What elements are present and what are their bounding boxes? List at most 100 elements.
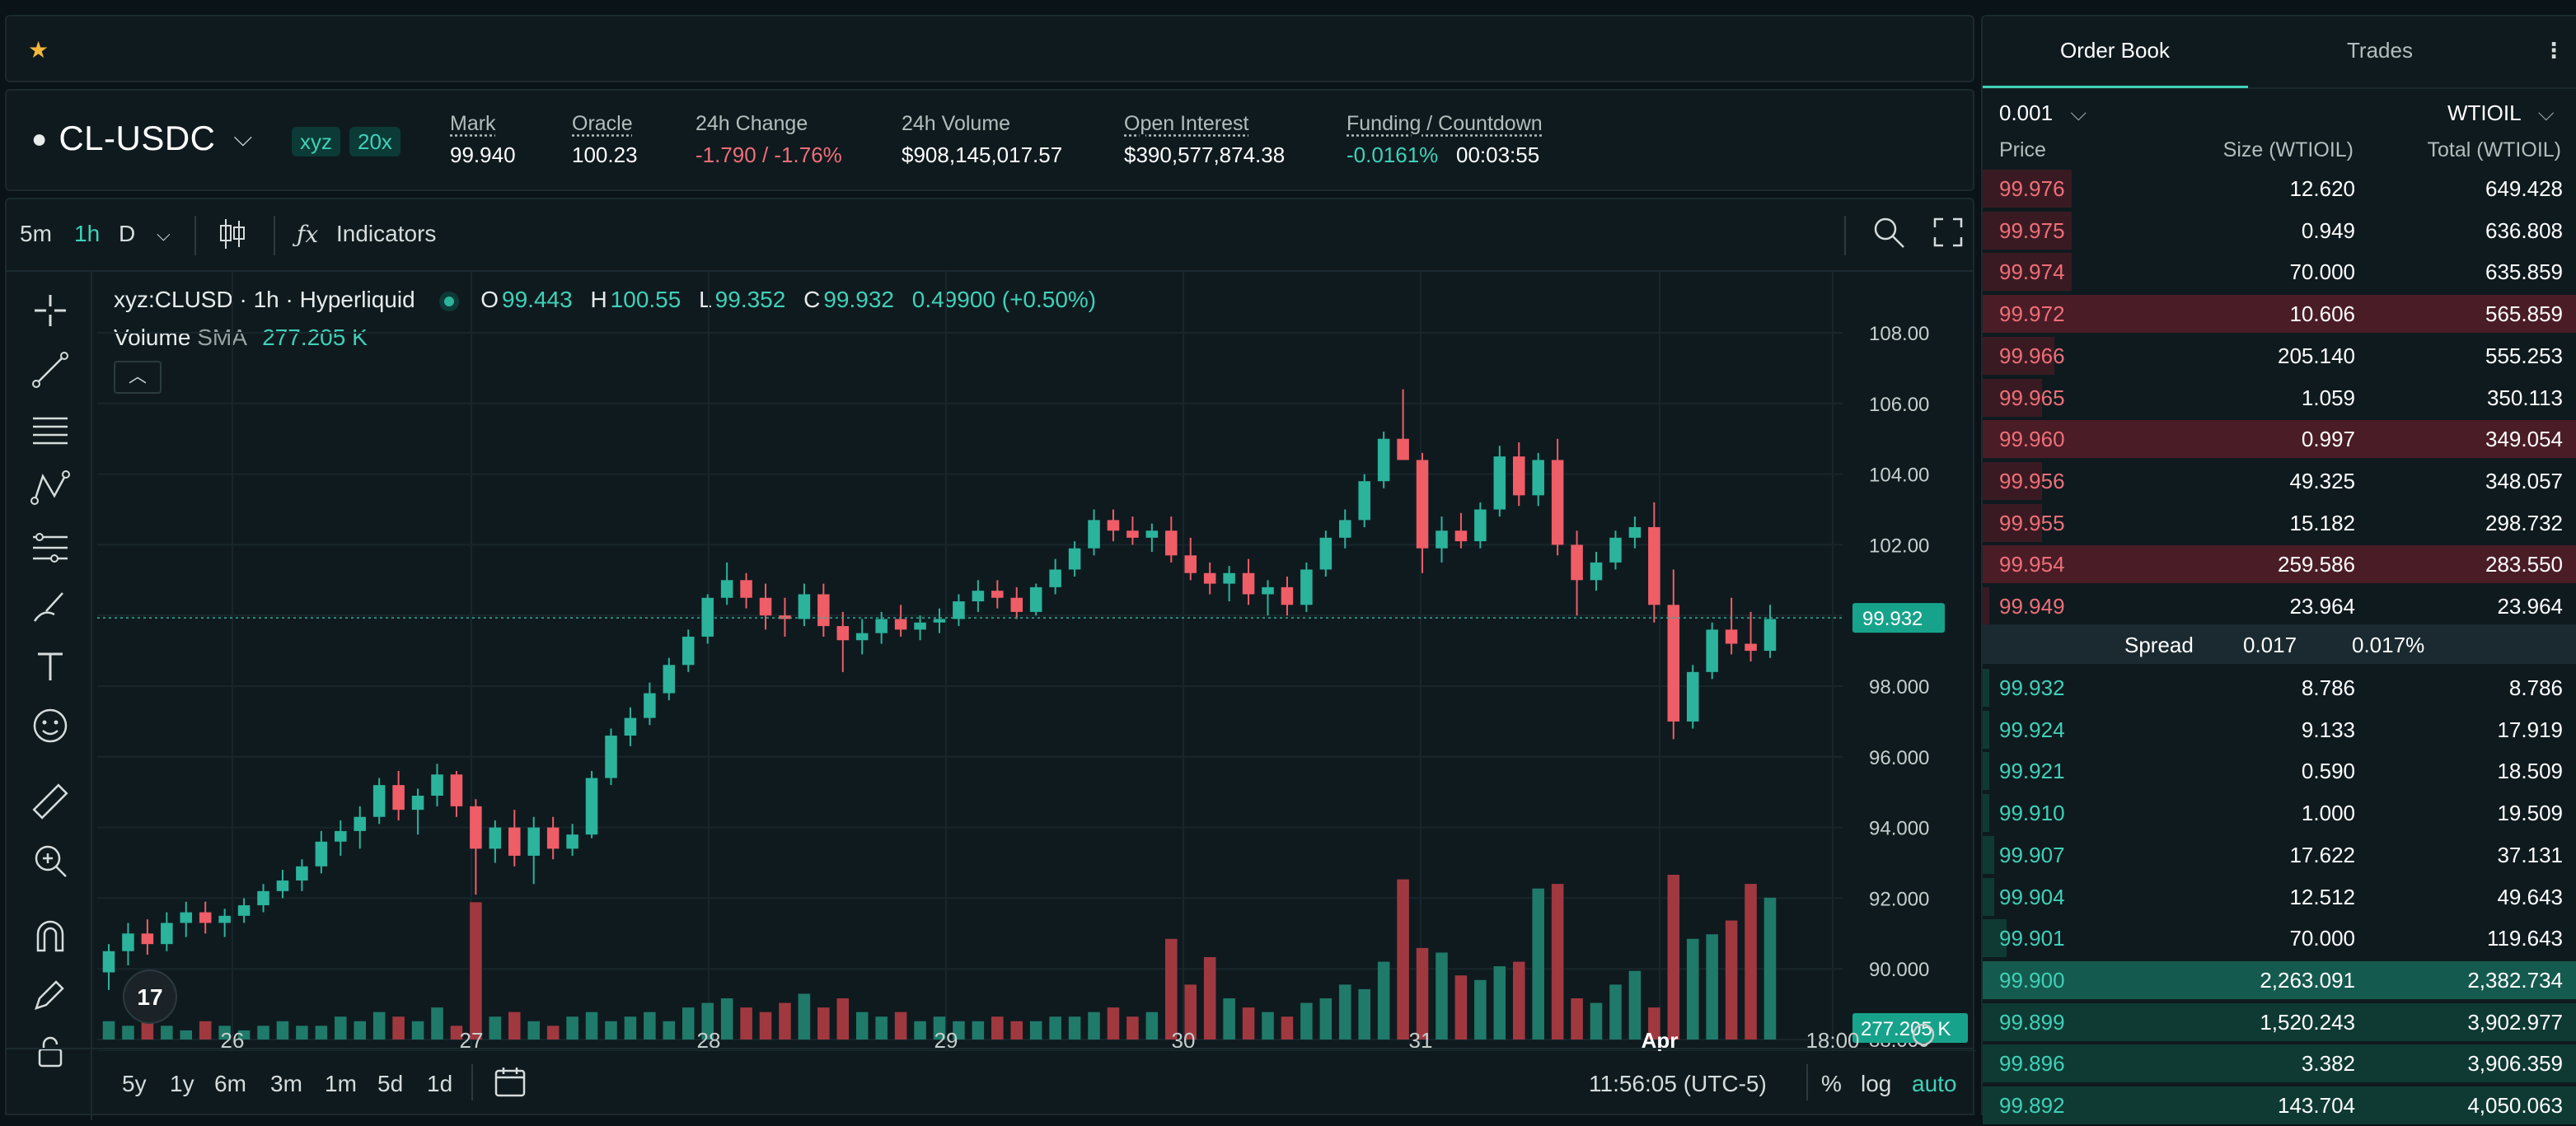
ask-row[interactable]: 99.976 12.620 649.428 (1983, 168, 2576, 209)
lock-icon[interactable] (30, 1031, 71, 1072)
bid-row[interactable]: 99.907 17.622 37.131 (1983, 834, 2576, 876)
trendline-icon[interactable] (30, 349, 71, 390)
ruler-icon[interactable] (30, 781, 71, 822)
row-total: 350.113 (2486, 385, 2563, 410)
candle-type-icon[interactable] (218, 216, 247, 258)
ask-row[interactable]: 99.965 1.059 350.113 (1983, 377, 2576, 418)
gear-icon[interactable] (1912, 1023, 1935, 1046)
price-chart[interactable]: 108.00106.00104.00102.00100.0098.00096.0… (97, 272, 1976, 1051)
text-icon[interactable] (30, 646, 71, 687)
candle-body (1184, 555, 1197, 573)
bid-row[interactable]: 99.904 12.512 49.643 (1983, 876, 2576, 918)
leverage-badge[interactable]: 20x (349, 127, 400, 157)
volume-bar (1571, 998, 1583, 1040)
bid-row[interactable]: 99.892 143.704 4,050.063 (1983, 1085, 2576, 1126)
tab-order-book[interactable]: Order Book (2060, 38, 2170, 63)
bid-row[interactable]: 99.896 3.382 3,906.359 (1983, 1043, 2576, 1084)
tab-trades[interactable]: Trades (2347, 38, 2413, 63)
volume-bar (508, 1012, 521, 1040)
unit-select[interactable]: WTIOIL ⌵ (2447, 100, 2555, 127)
volume-bar (1262, 1012, 1274, 1040)
function-icon[interactable]: ƒx (297, 221, 319, 248)
tick-size-select[interactable]: 0.001 ⌵ (1999, 100, 2087, 127)
percent-toggle[interactable]: % (1821, 1071, 1842, 1096)
tradingview-logo (123, 969, 177, 1024)
stat-oracle: Oracle 100.23 (572, 112, 638, 168)
chevron-down-icon[interactable]: ⌵ (233, 124, 253, 152)
range-5d[interactable]: 5d (377, 1071, 404, 1096)
fullscreen-icon[interactable] (1932, 216, 1965, 255)
symbol-selector[interactable]: ● CL-USDC ⌵ (31, 119, 252, 158)
ask-row[interactable]: 99.972 10.606 565.859 (1983, 293, 2576, 334)
bid-row[interactable]: 99.921 0.590 18.509 (1983, 750, 2576, 792)
date-range-icon[interactable] (493, 1064, 527, 1105)
emoji-icon[interactable] (30, 705, 71, 746)
timeframe-5m[interactable]: 5m (20, 221, 52, 246)
collapse-legend-button[interactable]: ︿ (114, 361, 162, 394)
bid-row[interactable]: 99.901 70.000 119.643 (1983, 918, 2576, 959)
fib-icon[interactable] (30, 527, 71, 568)
zoom-in-icon[interactable] (30, 840, 71, 881)
range-1y[interactable]: 1y (170, 1071, 194, 1096)
timeframe-1h[interactable]: 1h (74, 221, 101, 246)
range-1m[interactable]: 1m (325, 1071, 357, 1096)
pencil-lock-icon[interactable] (30, 975, 71, 1016)
range-5y[interactable]: 5y (122, 1071, 147, 1096)
candle-body (392, 785, 405, 811)
row-total: 649.428 (2485, 176, 2563, 201)
volume-bar (354, 1021, 367, 1040)
ask-row[interactable]: 99.966 205.140 555.253 (1983, 335, 2576, 376)
magic-zoom-icon[interactable] (1871, 214, 1907, 256)
star-icon[interactable]: ★ (28, 37, 49, 63)
log-toggle[interactable]: log (1861, 1071, 1892, 1096)
chevron-down-icon[interactable]: ⌵ (157, 224, 171, 245)
volume-bar (740, 1007, 752, 1040)
volume-bar (701, 1002, 714, 1040)
timeframe-d[interactable]: D (119, 221, 136, 246)
ask-row[interactable]: 99.956 49.325 348.057 (1983, 460, 2576, 502)
range-6m[interactable]: 6m (214, 1071, 246, 1096)
indicators-button[interactable]: Indicators (336, 221, 437, 246)
horizontal-lines-icon[interactable] (30, 409, 71, 450)
brush-icon[interactable] (30, 586, 71, 628)
range-1d[interactable]: 1d (427, 1071, 453, 1096)
row-size: 9.133 (2301, 717, 2355, 742)
bid-row[interactable]: 99.900 2,263.091 2,382.734 (1983, 960, 2576, 1001)
status-dot-icon (439, 291, 460, 311)
ask-row[interactable]: 99.960 0.997 349.054 (1983, 418, 2576, 460)
magnet-icon[interactable] (30, 916, 71, 957)
ask-row[interactable]: 99.975 0.949 636.808 (1983, 210, 2576, 251)
funding-rate: -0.0161% (1347, 143, 1439, 167)
chart-bottom-bar: 5y 1y 6m 3m 1m 5d 1d 11:56:05 (UTC-5) % … (7, 1048, 1973, 1114)
more-options-icon[interactable]: ⋮ (2543, 38, 2564, 63)
order-book-panel: Order Book Trades ⋮ 0.001 ⌵ WTIOIL ⌵ Pri… (1981, 15, 2576, 1124)
last-price-label: 99.932 (1862, 608, 1923, 630)
bid-row[interactable]: 99.924 9.133 17.919 (1983, 709, 2576, 750)
crosshair-icon[interactable] (30, 290, 71, 331)
row-total: 555.253 (2485, 343, 2563, 368)
volume-bar (489, 1016, 502, 1040)
candle-body (1029, 586, 1042, 612)
ask-row[interactable]: 99.974 70.000 635.859 (1983, 251, 2576, 292)
volume-bar (1706, 934, 1718, 1040)
ask-row[interactable]: 99.954 259.586 283.550 (1983, 544, 2576, 585)
row-price: 99.924 (1999, 717, 2065, 742)
candle-body (1049, 569, 1061, 587)
candle-body (605, 736, 617, 778)
row-size: 49.325 (2289, 468, 2355, 493)
row-price: 99.974 (1999, 259, 2065, 285)
bid-row[interactable]: 99.899 1,520.243 3,902.977 (1983, 1002, 2576, 1043)
open-value: 99.443 (502, 287, 573, 312)
bid-row[interactable]: 99.910 1.000 19.509 (1983, 792, 2576, 834)
clock-time[interactable]: 11:56:05 (UTC-5) (1589, 1071, 1767, 1096)
auto-toggle[interactable]: auto (1912, 1071, 1957, 1096)
pattern-icon[interactable] (30, 468, 71, 509)
row-size: 0.590 (2301, 759, 2355, 784)
stat-value: 100.23 (572, 143, 638, 167)
bid-row[interactable]: 99.932 8.786 8.786 (1983, 667, 2576, 708)
volume-legend: Volume SMA 277.205 K (114, 325, 368, 351)
row-total: 283.550 (2485, 552, 2563, 577)
ask-row[interactable]: 99.949 23.964 23.964 (1983, 586, 2576, 627)
ask-row[interactable]: 99.955 15.182 298.732 (1983, 502, 2576, 544)
range-3m[interactable]: 3m (270, 1071, 302, 1096)
